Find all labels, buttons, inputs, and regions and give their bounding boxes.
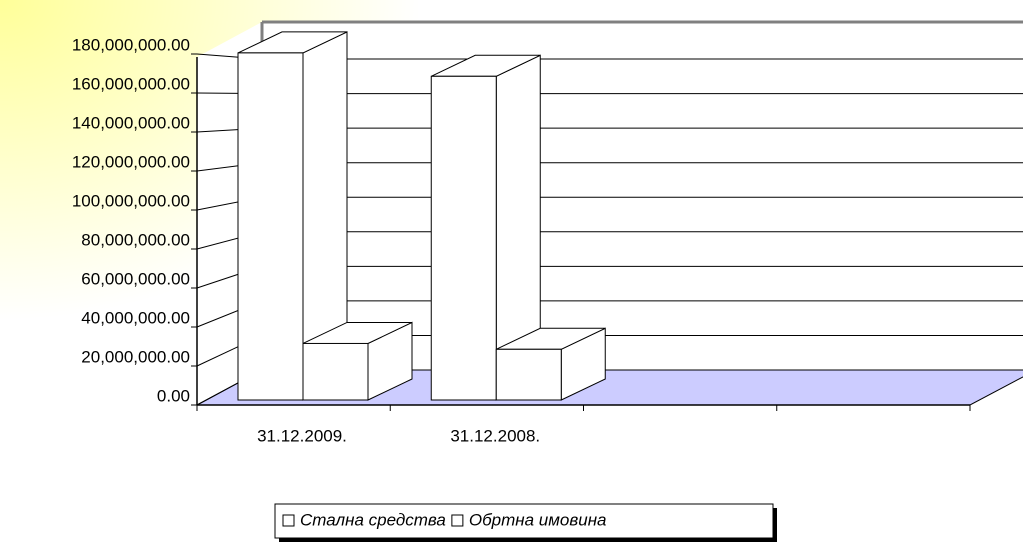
y-tick-label: 40,000,000.00 [81, 308, 190, 327]
bar [237, 31, 348, 401]
x-tick-label: 31.12.2008. [450, 426, 540, 445]
y-tick-label: 180,000,000.00 [72, 35, 190, 54]
x-tick-label: 31.12.2009. [257, 426, 347, 445]
y-tick-label: 20,000,000.00 [81, 347, 190, 366]
bar [430, 54, 541, 401]
bar-front [302, 342, 369, 401]
bar [302, 321, 413, 401]
bar [495, 327, 606, 401]
bar-front [495, 348, 562, 401]
legend-text: Обртна имовина [469, 510, 607, 529]
legend-text: Стална средства [300, 510, 446, 529]
back-wall [262, 22, 1023, 370]
y-tick-label: 80,000,000.00 [81, 230, 190, 249]
bar-front [430, 75, 497, 401]
legend-swatch [282, 514, 295, 527]
y-tick-label: 140,000,000.00 [72, 113, 190, 132]
bar-front [237, 52, 304, 401]
legend-swatch [451, 514, 464, 527]
y-tick-label: 0.00 [157, 386, 190, 405]
y-tick-label: 60,000,000.00 [81, 269, 190, 288]
y-tick-label: 160,000,000.00 [72, 74, 190, 93]
legend [274, 503, 774, 539]
y-tick-label: 120,000,000.00 [72, 152, 190, 171]
y-tick-label: 100,000,000.00 [72, 191, 190, 210]
